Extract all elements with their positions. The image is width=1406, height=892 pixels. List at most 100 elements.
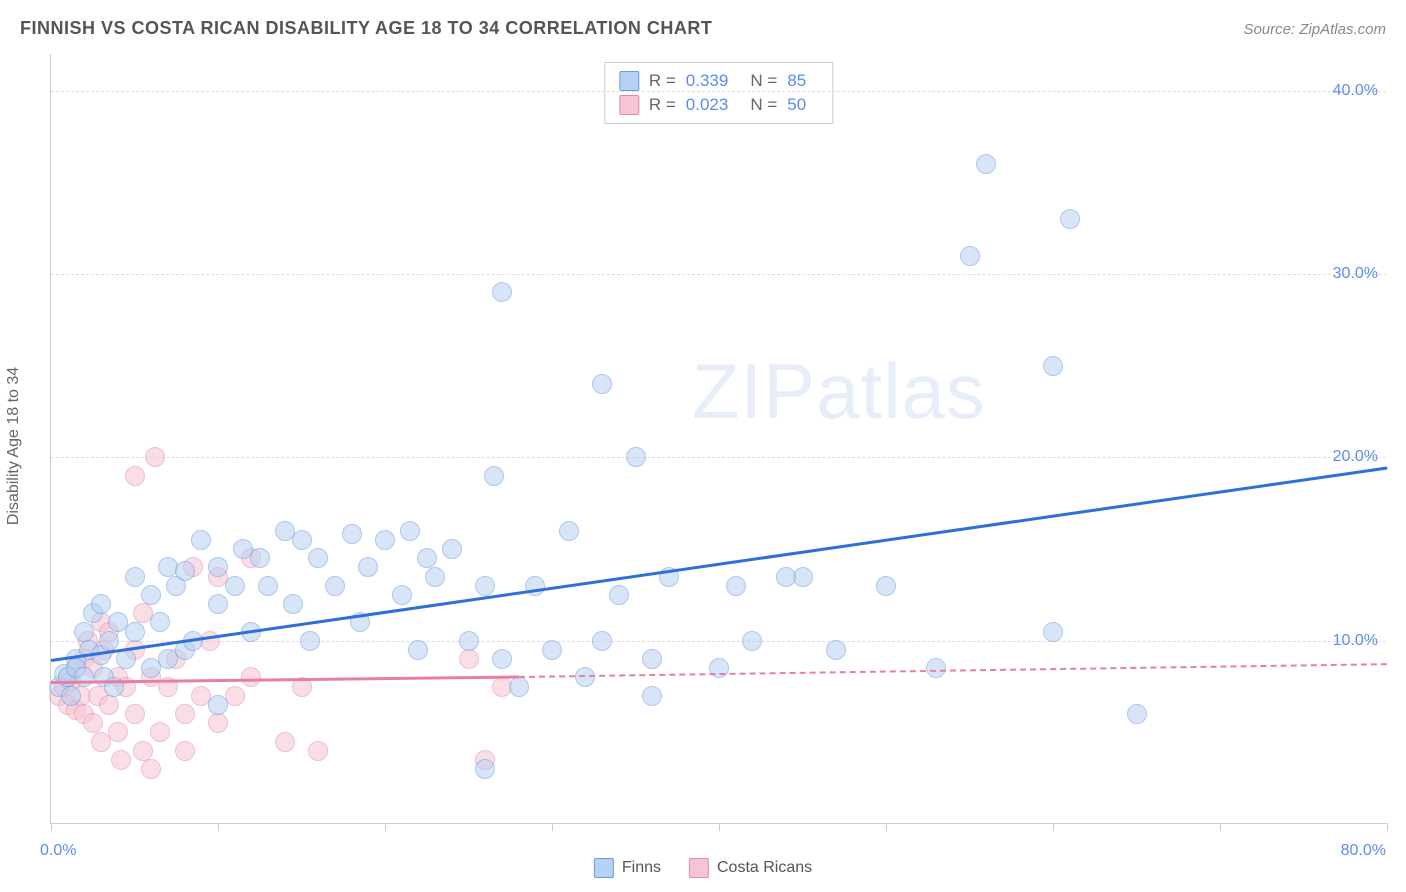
n-value-finns: 85 bbox=[787, 71, 806, 91]
correlation-stats-box: R = 0.339 N = 85 R = 0.023 N = 50 bbox=[604, 62, 833, 124]
scatter-point-finn bbox=[575, 667, 595, 687]
scatter-point-finn bbox=[726, 576, 746, 596]
watermark-text: ZIPatlas bbox=[692, 346, 986, 437]
scatter-point-finn bbox=[826, 640, 846, 660]
x-tick bbox=[719, 823, 720, 831]
scatter-point-costa bbox=[125, 704, 145, 724]
x-tick bbox=[1387, 823, 1388, 831]
scatter-point-finn bbox=[258, 576, 278, 596]
scatter-point-finn bbox=[592, 374, 612, 394]
scatter-point-finn bbox=[776, 567, 796, 587]
scatter-point-finn bbox=[542, 640, 562, 660]
scatter-point-finn bbox=[492, 282, 512, 302]
bottom-legend: Finns Costa Ricans bbox=[594, 858, 812, 878]
y-tick-label: 20.0% bbox=[1333, 448, 1378, 466]
scatter-point-finn bbox=[91, 594, 111, 614]
legend-label-finns: Finns bbox=[622, 859, 661, 877]
y-tick-label: 30.0% bbox=[1333, 265, 1378, 283]
scatter-point-finn bbox=[926, 658, 946, 678]
scatter-point-costa bbox=[208, 713, 228, 733]
scatter-point-finn bbox=[191, 530, 211, 550]
scatter-point-finn bbox=[1127, 704, 1147, 724]
scatter-point-costa bbox=[99, 695, 119, 715]
scatter-point-finn bbox=[960, 246, 980, 266]
scatter-point-finn bbox=[325, 576, 345, 596]
scatter-point-costa bbox=[108, 722, 128, 742]
scatter-point-finn bbox=[408, 640, 428, 660]
x-tick bbox=[51, 823, 52, 831]
scatter-point-finn bbox=[375, 530, 395, 550]
scatter-point-finn bbox=[300, 631, 320, 651]
legend-item-costa: Costa Ricans bbox=[689, 858, 812, 878]
scatter-point-finn bbox=[358, 557, 378, 577]
scatter-point-finn bbox=[141, 585, 161, 605]
scatter-point-finn bbox=[475, 576, 495, 596]
y-tick-label: 10.0% bbox=[1333, 632, 1378, 650]
r-label: R = bbox=[649, 71, 676, 91]
scatter-point-finn bbox=[459, 631, 479, 651]
scatter-point-finn bbox=[392, 585, 412, 605]
scatter-point-costa bbox=[133, 741, 153, 761]
scatter-point-costa bbox=[459, 649, 479, 669]
scatter-point-finn bbox=[1043, 356, 1063, 376]
grid-line bbox=[51, 274, 1386, 275]
scatter-point-finn bbox=[484, 466, 504, 486]
scatter-point-finn bbox=[425, 567, 445, 587]
x-tick bbox=[218, 823, 219, 831]
scatter-point-costa bbox=[111, 750, 131, 770]
scatter-point-finn bbox=[125, 567, 145, 587]
scatter-point-finn bbox=[876, 576, 896, 596]
scatter-plot-area: ZIPatlas R = 0.339 N = 85 R = 0.023 N = … bbox=[50, 54, 1386, 824]
scatter-point-finn bbox=[609, 585, 629, 605]
scatter-point-finn bbox=[1043, 622, 1063, 642]
x-tick bbox=[1220, 823, 1221, 831]
x-tick bbox=[886, 823, 887, 831]
scatter-point-costa bbox=[145, 447, 165, 467]
legend-swatch-costa bbox=[689, 858, 709, 878]
x-axis-min-label: 0.0% bbox=[40, 842, 76, 860]
scatter-point-finn bbox=[208, 594, 228, 614]
y-axis-title: Disability Age 18 to 34 bbox=[5, 367, 23, 525]
scatter-point-finn bbox=[442, 539, 462, 559]
scatter-point-costa bbox=[83, 713, 103, 733]
swatch-finns bbox=[619, 71, 639, 91]
scatter-point-finn bbox=[308, 548, 328, 568]
x-axis-max-label: 80.0% bbox=[1341, 842, 1386, 860]
scatter-point-finn bbox=[709, 658, 729, 678]
scatter-point-finn bbox=[158, 649, 178, 669]
grid-line bbox=[51, 457, 1386, 458]
grid-line bbox=[51, 91, 1386, 92]
swatch-costa bbox=[619, 95, 639, 115]
scatter-point-finn bbox=[626, 447, 646, 467]
scatter-point-costa bbox=[275, 732, 295, 752]
scatter-point-finn bbox=[976, 154, 996, 174]
x-tick bbox=[385, 823, 386, 831]
r-value-costa: 0.023 bbox=[686, 95, 729, 115]
scatter-point-finn bbox=[417, 548, 437, 568]
scatter-point-costa bbox=[175, 741, 195, 761]
scatter-point-finn bbox=[642, 686, 662, 706]
scatter-point-finn bbox=[742, 631, 762, 651]
legend-swatch-finns bbox=[594, 858, 614, 878]
scatter-point-finn bbox=[400, 521, 420, 541]
scatter-point-finn bbox=[342, 524, 362, 544]
scatter-point-finn bbox=[642, 649, 662, 669]
scatter-point-finn bbox=[292, 530, 312, 550]
r-value-finns: 0.339 bbox=[686, 71, 729, 91]
scatter-point-finn bbox=[475, 759, 495, 779]
n-value-costa: 50 bbox=[787, 95, 806, 115]
scatter-point-finn bbox=[509, 677, 529, 697]
scatter-point-costa bbox=[241, 667, 261, 687]
scatter-point-finn bbox=[125, 622, 145, 642]
scatter-point-finn bbox=[150, 612, 170, 632]
scatter-point-costa bbox=[308, 741, 328, 761]
scatter-point-finn bbox=[208, 695, 228, 715]
chart-title: FINNISH VS COSTA RICAN DISABILITY AGE 18… bbox=[20, 18, 712, 39]
legend-label-costa: Costa Ricans bbox=[717, 859, 812, 877]
y-tick-label: 40.0% bbox=[1333, 82, 1378, 100]
scatter-point-costa bbox=[175, 704, 195, 724]
n-label: N = bbox=[750, 71, 777, 91]
scatter-point-finn bbox=[74, 622, 94, 642]
scatter-point-finn bbox=[283, 594, 303, 614]
x-tick bbox=[552, 823, 553, 831]
